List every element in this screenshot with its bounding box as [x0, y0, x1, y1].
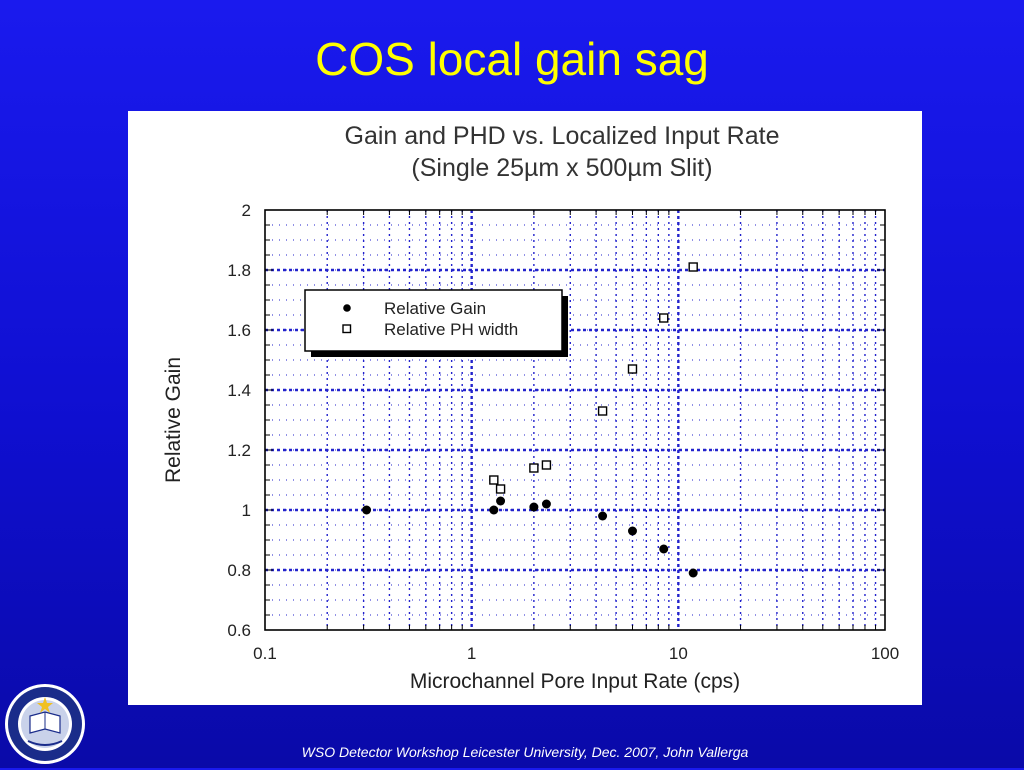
y-tick-label: 1.4	[227, 381, 251, 400]
x-tick-label: 1	[467, 644, 476, 663]
axis-ticks	[265, 209, 885, 631]
ph-width-point	[597, 406, 608, 416]
ph-width-point	[489, 475, 499, 485]
legend-marker-ph-width	[342, 324, 352, 334]
y-tick-label: 1	[242, 501, 251, 520]
y-tick-label: 1.8	[227, 261, 251, 280]
university-seal-logo	[4, 683, 86, 765]
gain-point	[529, 502, 539, 512]
plot-frame	[264, 209, 886, 631]
ph-width-point	[495, 484, 506, 494]
gain-point	[496, 496, 506, 506]
legend-marker-gain	[343, 304, 351, 312]
footer-text: WSO Detector Workshop Leicester Universi…	[301, 744, 749, 760]
gain-point	[659, 544, 669, 554]
legend-label-ph-width: Relative PH width	[384, 320, 518, 339]
y-axis-label: Relative Gain	[162, 357, 185, 483]
chart-subtitle: (Single 25µm x 500µm Slit)	[411, 154, 712, 182]
legend-label-gain: Relative Gain	[384, 299, 486, 318]
y-tick-label: 0.8	[227, 561, 251, 580]
x-tick-label: 0.1	[253, 644, 277, 663]
ph-width-point	[529, 463, 539, 473]
ph-width-point	[688, 262, 698, 272]
grid-lines	[265, 210, 885, 630]
y-tick-label: 0.6	[227, 621, 251, 640]
gain-point	[688, 568, 698, 578]
slide-footer: WSO Detector Workshop Leicester Universi…	[0, 744, 1024, 760]
x-axis-label: Microchannel Pore Input Rate (cps)	[410, 670, 740, 693]
gain-point	[489, 505, 499, 515]
chart-title: Gain and PHD vs. Localized Input Rate	[345, 122, 780, 150]
gain-point	[598, 511, 608, 521]
x-tick-label: 10	[669, 644, 688, 663]
scatter-chart: Gain and PHD vs. Localized Input Rate (S…	[162, 122, 899, 693]
slide-title: COS local gain sag	[315, 33, 709, 85]
legend: Relative Gain Relative PH width	[304, 289, 568, 357]
x-tick-label: 100	[871, 644, 899, 663]
chart-panel: Gain and PHD vs. Localized Input Rate (S…	[128, 111, 922, 705]
gain-point	[541, 499, 551, 509]
y-tick-label: 1.6	[227, 321, 251, 340]
gain-point	[362, 505, 372, 515]
ph-width-point	[541, 460, 552, 470]
data-marks	[362, 262, 698, 578]
tick-labels: 0.6 0.8 1 1.2 1.4 1.6 1.8 2 0.1 1 10 100	[227, 201, 899, 663]
gain-point	[627, 526, 637, 536]
y-tick-label: 1.2	[227, 441, 251, 460]
ph-width-point	[627, 364, 638, 374]
ph-width-point	[659, 313, 669, 323]
y-tick-label: 2	[242, 201, 251, 220]
